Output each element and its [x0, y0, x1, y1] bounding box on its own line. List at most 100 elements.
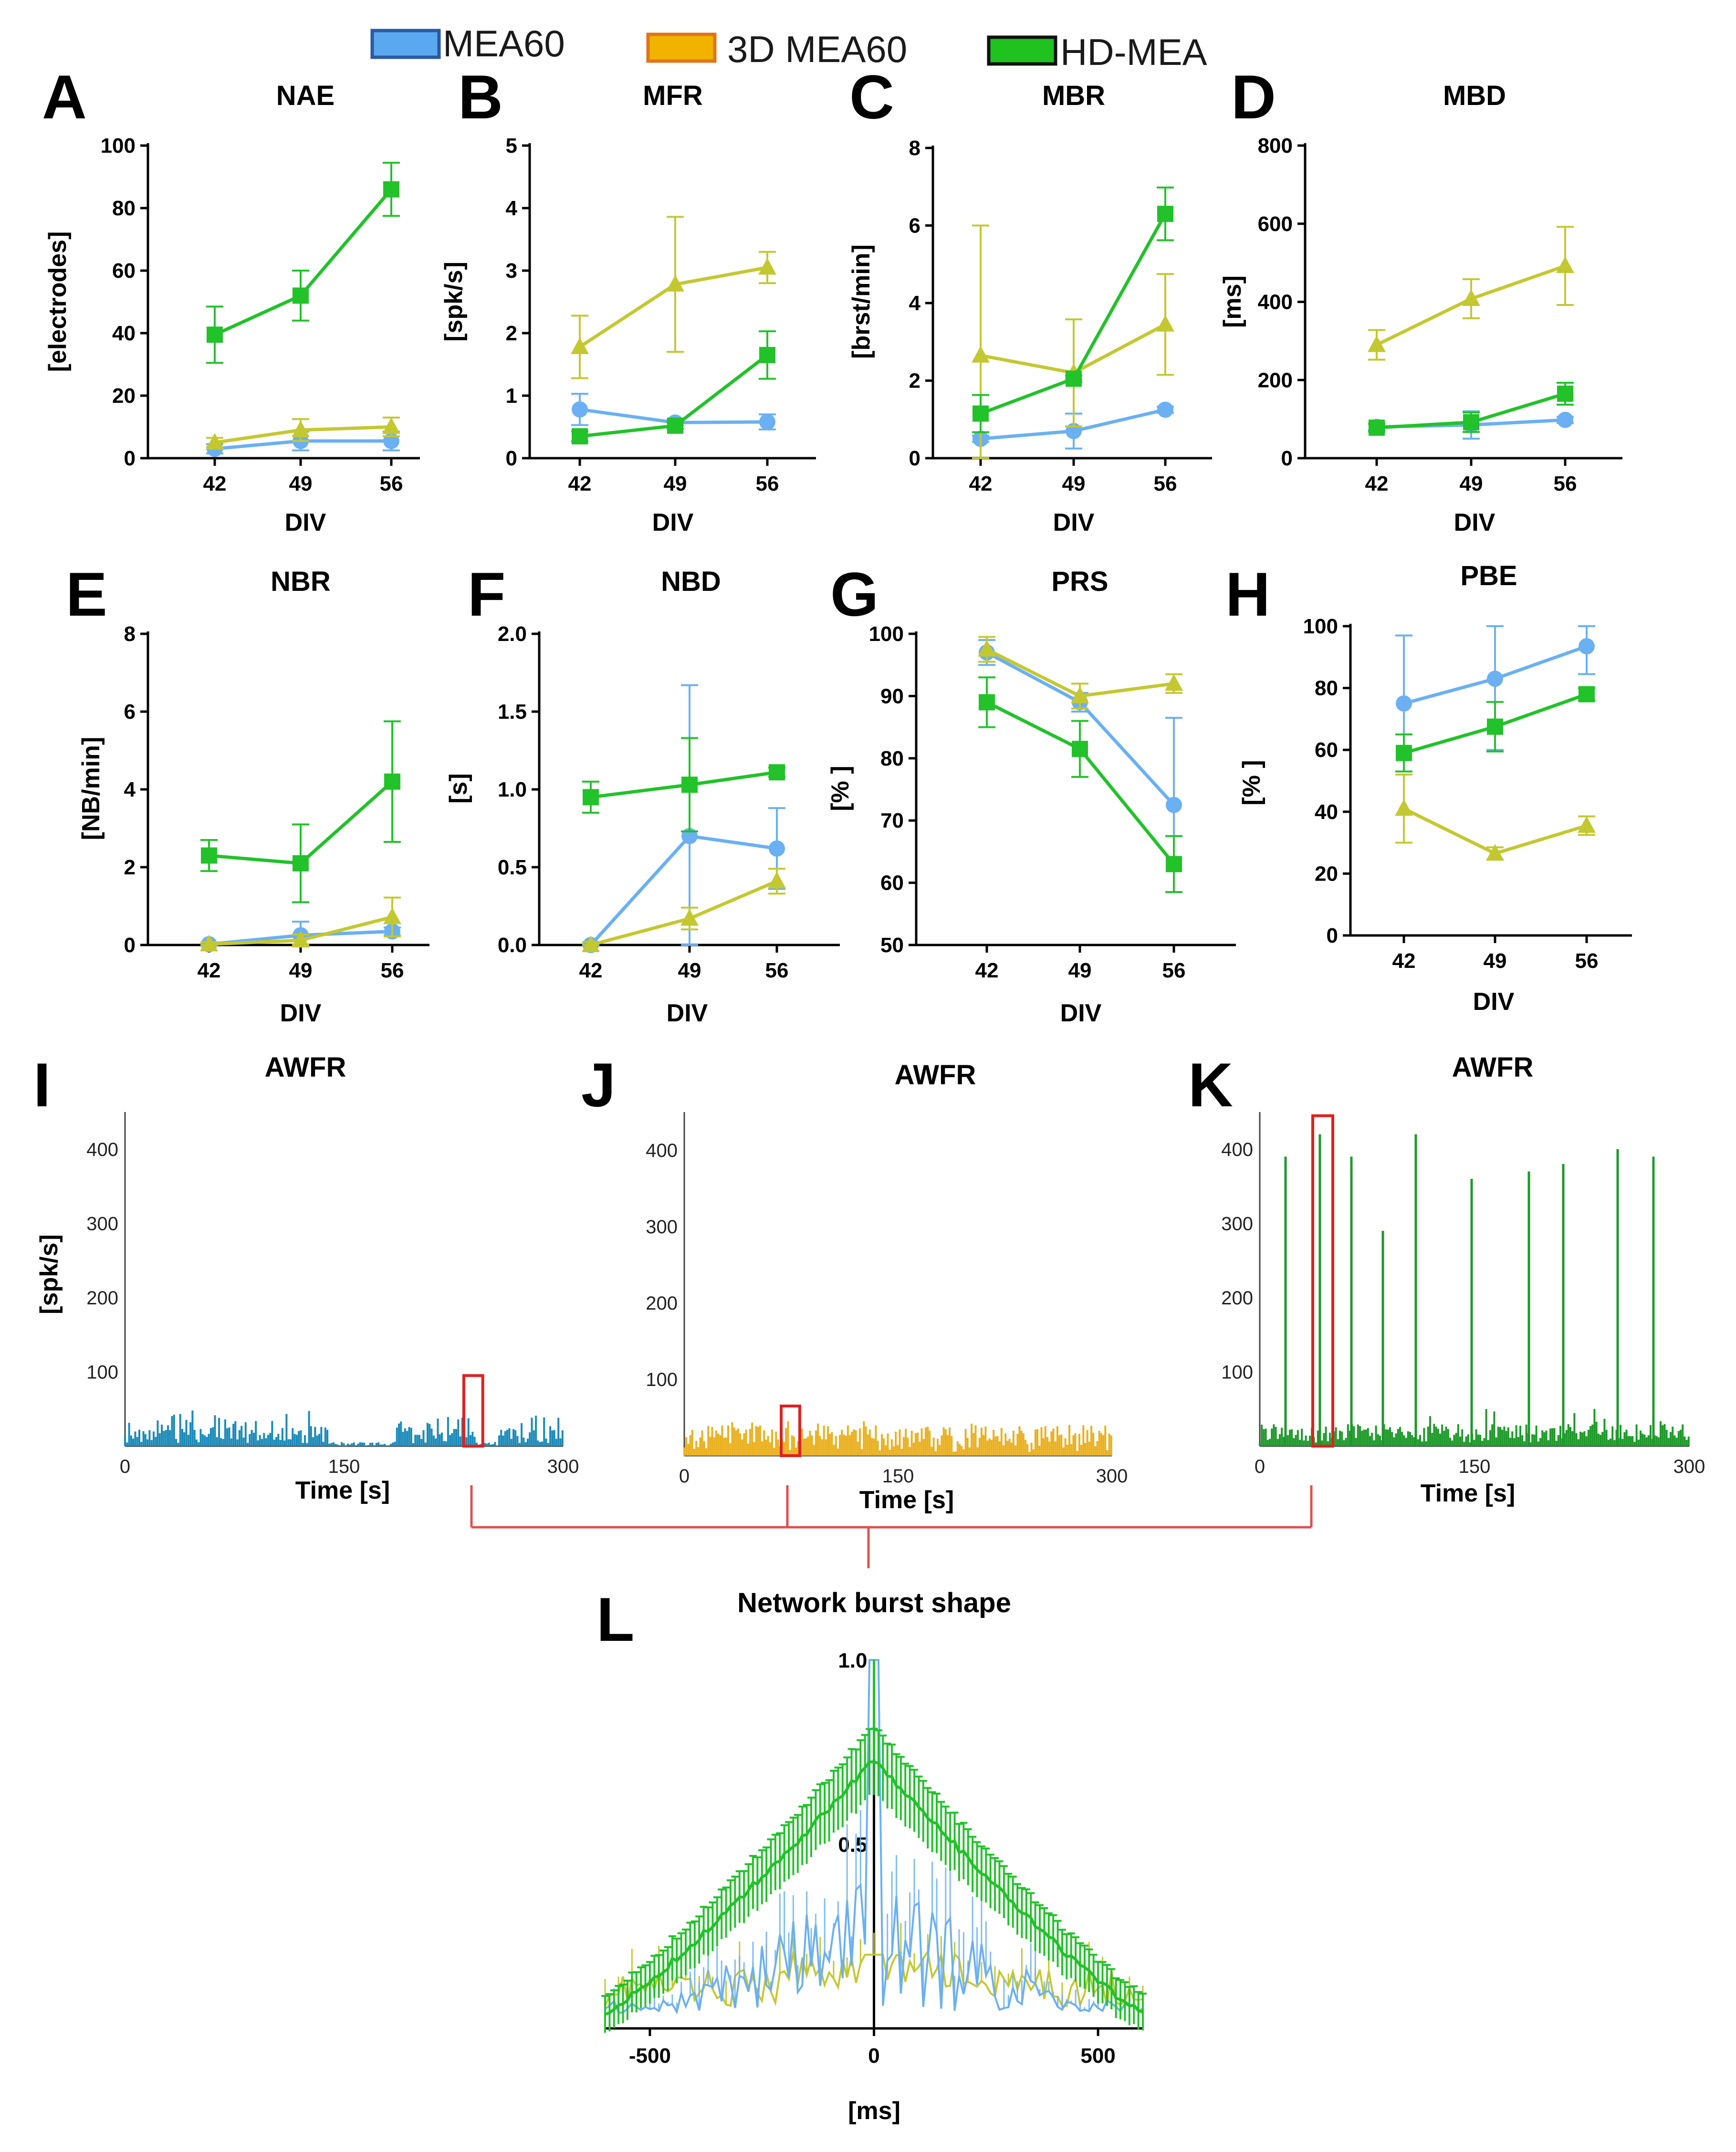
legend-swatch-3d-mea60: [646, 32, 717, 63]
panel-title-f: NBD: [661, 566, 721, 597]
panel-title-j: AWFR: [895, 1060, 976, 1091]
y-tick-label: 400: [646, 1140, 678, 1161]
roi-box: [780, 1405, 801, 1457]
x-tick-label: 56: [765, 959, 789, 982]
y-tick-label: 0: [124, 447, 136, 470]
series-mea60-point-marker: [1487, 671, 1503, 687]
ylabel-e: [NB/min]: [77, 737, 105, 840]
series-3d-mea60-point-marker: [972, 346, 990, 363]
x-tick-label: 56: [1162, 959, 1186, 982]
panel-letter-k: K: [1188, 1050, 1233, 1120]
x-tick-label: 42: [203, 472, 227, 495]
x-tick-label: 300: [547, 1456, 579, 1477]
series-hd-mea-point-marker: [769, 764, 785, 781]
series-mea60-point-marker: [759, 414, 775, 430]
series-3d-mea60-point-marker: [1395, 799, 1413, 816]
series-hd-mea: [200, 720, 401, 903]
y-tick-label: 80: [1315, 677, 1338, 700]
y-tick-label: 1.0: [498, 778, 527, 801]
y-tick-label: 5: [506, 134, 517, 157]
roi-box: [1311, 1114, 1334, 1448]
panel-title-k: AWFR: [1452, 1052, 1534, 1083]
series-3d-mea60-point-marker: [1462, 289, 1480, 306]
ylabel-b: [spk/s]: [440, 262, 468, 342]
panel-title-i: AWFR: [265, 1052, 346, 1083]
panel-letter-j: J: [581, 1050, 616, 1120]
ylabel-d: [ms]: [1219, 275, 1246, 328]
x-tick-label: 49: [1062, 472, 1086, 495]
y-tick-label: 40: [112, 322, 136, 345]
x-tick-label: -500: [629, 2044, 671, 2068]
xlabel-i: Time [s]: [295, 1477, 390, 1504]
series-hd-mea-point-marker: [384, 773, 400, 790]
y-tick-label: 0.0: [498, 934, 527, 957]
series-3d-mea60-point-marker: [1486, 844, 1504, 861]
y-tick-label: 3: [506, 259, 517, 283]
series-3d-mea60-point-marker: [978, 640, 996, 657]
series-mea60-point-marker: [1579, 638, 1595, 655]
y-tick-label: 0: [124, 934, 136, 957]
y-tick-label: 2: [124, 856, 136, 879]
series-hd-mea-point-marker: [383, 181, 399, 198]
x-tick-label: 500: [1080, 2044, 1115, 2068]
panel-c: 0 2 4 6 8 42 49 56: [909, 136, 1212, 495]
series-hd-mea-line: [214, 188, 393, 336]
series-mea60-point-marker: [572, 401, 588, 418]
y-tick-label: 200: [1258, 368, 1293, 392]
y-tick-label: 200: [86, 1288, 118, 1309]
series-3d-mea60: [978, 636, 1183, 710]
y-tick-label: 2.0: [498, 622, 527, 646]
y-tick-label: 100: [869, 622, 904, 646]
series-3d-mea60: [1395, 774, 1596, 861]
x-tick-label: 56: [1554, 472, 1577, 495]
x-tick-label: 42: [579, 959, 603, 982]
panel-title-e: NBR: [271, 566, 331, 597]
legend-label-3d-mea60: 3D MEA60: [727, 28, 907, 70]
panel-l: -500 0 500 1.0 0.5: [601, 1649, 1147, 2068]
y-tick-label: 100: [1303, 615, 1338, 638]
y-tick-label: 800: [1258, 134, 1293, 157]
series-3d-mea60-point-marker: [292, 931, 310, 948]
panel-letter-c: C: [849, 62, 894, 132]
y-tick-label: 1: [506, 384, 517, 408]
series-hd-mea: [978, 676, 1182, 893]
y-tick-label: 300: [1221, 1213, 1253, 1234]
series-hd-mea: [206, 162, 400, 364]
series-3d-mea60: [582, 868, 786, 952]
series-3d-mea60-point-marker: [1578, 816, 1596, 833]
y-tick-label: 100: [101, 134, 136, 157]
series-hd-mea-point-marker: [1066, 370, 1082, 387]
y-tick-label: 100: [1221, 1362, 1253, 1383]
series-hd-mea-point-marker: [1579, 686, 1595, 703]
x-tick-label: 56: [1575, 949, 1599, 973]
x-tick-label: 56: [1154, 472, 1177, 495]
series-3d-mea60-point-marker: [1556, 256, 1574, 273]
y-tick-label: 50: [880, 934, 904, 957]
panel-f: 0.0 0.5 1.0 1.5 2.0 42 49 56: [498, 622, 840, 982]
y-tick-label: 6: [909, 214, 920, 238]
y-tick-label: 1.0: [838, 1649, 867, 1672]
series-mea60-point-marker: [1166, 797, 1182, 813]
x-tick-label: 49: [289, 472, 313, 495]
series-hd-mea: [1368, 381, 1574, 436]
panel-j: 100 200 300 400 0 150 300: [646, 1112, 1128, 1487]
panel-a: 0 20 40 60 80 100 42 49 56: [101, 134, 420, 495]
series-hd-mea: [972, 186, 1174, 433]
ylabel-a: [electrodes]: [44, 231, 72, 372]
y-tick-label: 0: [1327, 924, 1338, 947]
series-hd-mea-point-marker: [1369, 420, 1385, 436]
y-tick-label: 6: [124, 700, 136, 724]
y-tick-label: 400: [1221, 1139, 1253, 1160]
ylabel-i: [spk/s]: [35, 1234, 63, 1314]
series-3d-mea60-point-marker: [758, 258, 776, 275]
y-tick-label: 100: [86, 1362, 118, 1383]
y-tick-label: 0: [1281, 447, 1293, 470]
y-tick-label: 4: [506, 197, 518, 220]
x-tick-label: 49: [664, 472, 687, 495]
panel-k: 100 200 300 400 0 150 300: [1221, 1112, 1705, 1477]
legend-swatch-mea60: [370, 29, 441, 59]
series-3d-mea60-point-marker: [382, 417, 400, 434]
series-hd-mea-point-marker: [973, 405, 989, 422]
panel-h: 0 20 40 60 80 100 42 49 56: [1303, 615, 1632, 973]
panel-letter-e: E: [66, 559, 107, 629]
